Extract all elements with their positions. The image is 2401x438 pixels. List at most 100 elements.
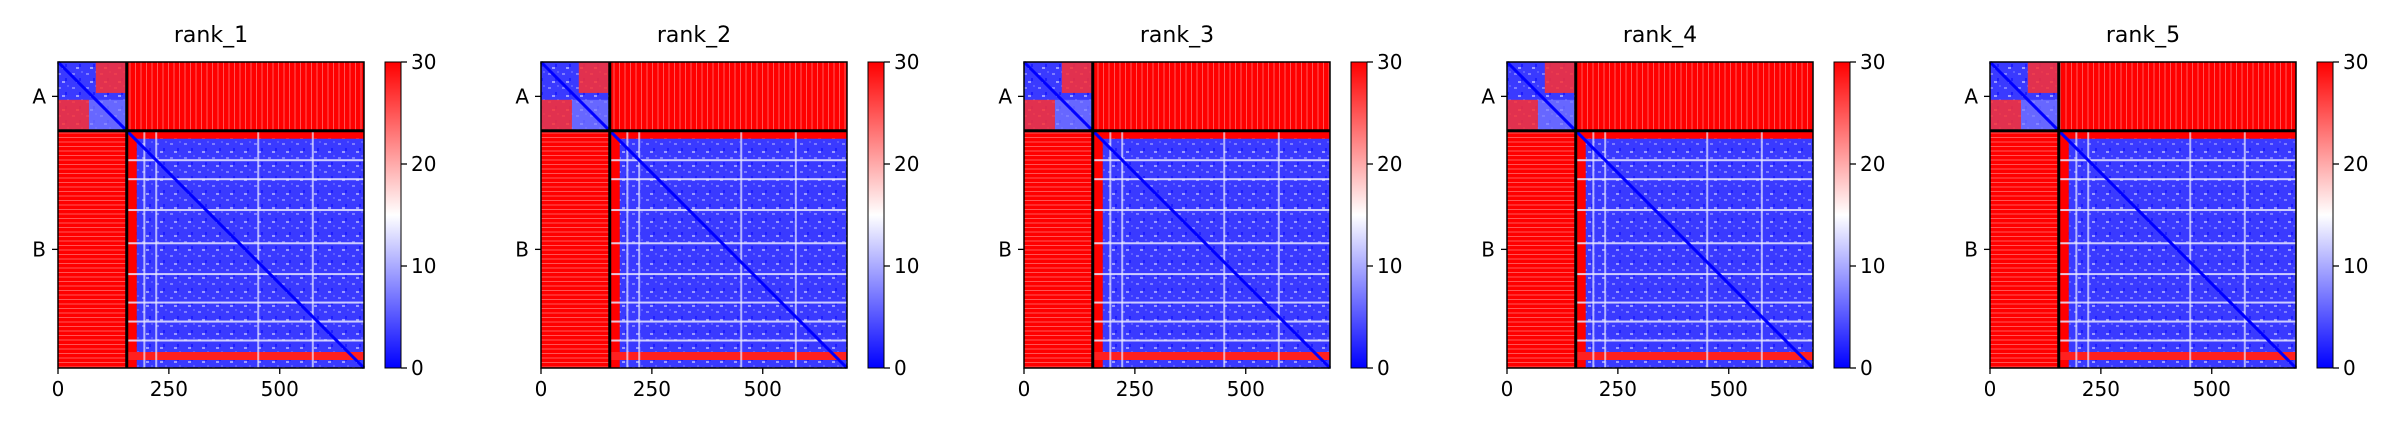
panel-title: rank_4 bbox=[1623, 23, 1697, 48]
bb-vline bbox=[257, 130, 260, 368]
colorbar-tick-label: 0 bbox=[411, 356, 424, 380]
x-tick-label: 250 bbox=[633, 377, 671, 401]
chain-label: A bbox=[1481, 84, 1495, 108]
chain-label: B bbox=[1964, 237, 1978, 261]
x-tick-label: 250 bbox=[1599, 377, 1637, 401]
colorbar-tick-label: 20 bbox=[1860, 152, 1885, 176]
bb-hline bbox=[126, 273, 364, 276]
bb-hline bbox=[126, 178, 364, 181]
bb-hline bbox=[1092, 242, 1330, 245]
bb-red-col bbox=[126, 130, 137, 368]
heatmap bbox=[1022, 60, 1332, 370]
heatmap bbox=[56, 60, 366, 370]
block-a-a-off bbox=[1544, 62, 1576, 93]
x-tick-label: 250 bbox=[2082, 377, 2120, 401]
colorbar-tick-label: 30 bbox=[1860, 50, 1885, 74]
bb-hline bbox=[609, 242, 847, 245]
bb-vline bbox=[2189, 130, 2192, 368]
bb-hline bbox=[2058, 273, 2296, 276]
block-b-a bbox=[1507, 130, 1576, 368]
colorbar bbox=[2316, 61, 2334, 369]
colorbar-tick-label: 30 bbox=[411, 50, 436, 74]
bb-red-row bbox=[126, 130, 364, 139]
bb-hline bbox=[1092, 178, 1330, 181]
bb-vline bbox=[2243, 130, 2246, 368]
x-tick-label: 500 bbox=[261, 377, 299, 401]
block-a-b bbox=[1092, 62, 1330, 131]
bb-hline bbox=[126, 339, 364, 342]
bb-hline bbox=[126, 242, 364, 245]
chain-label: A bbox=[515, 84, 529, 108]
chain-label: A bbox=[32, 84, 46, 108]
colorbar-tick-label: 10 bbox=[2343, 254, 2368, 278]
x-tick-label: 500 bbox=[2193, 377, 2231, 401]
colorbar-tick-label: 0 bbox=[1860, 356, 1873, 380]
pae-panel-5: rank_5 0 250 500 A B 0 10 20 30 bbox=[1964, 23, 2368, 401]
bb-red-row-bottom bbox=[2058, 352, 2296, 360]
bb-hline bbox=[1575, 209, 1813, 212]
x-tick-label: 500 bbox=[1227, 377, 1265, 401]
bb-vline bbox=[740, 130, 743, 368]
colorbar bbox=[1350, 61, 1368, 369]
chain-label: B bbox=[1481, 237, 1495, 261]
bb-vline bbox=[311, 130, 314, 368]
axes-frame bbox=[1989, 61, 2297, 369]
bb-hline bbox=[1092, 273, 1330, 276]
panel-title: rank_2 bbox=[657, 23, 731, 48]
x-tick-label: 500 bbox=[744, 377, 782, 401]
block-a-a-off bbox=[1061, 62, 1093, 93]
bb-hline bbox=[1575, 273, 1813, 276]
bb-hline bbox=[609, 339, 847, 342]
x-tick-label: 500 bbox=[1710, 377, 1748, 401]
bb-vline bbox=[1277, 130, 1280, 368]
bb-hline bbox=[609, 320, 847, 323]
block-a-b bbox=[1575, 62, 1813, 131]
bb-hline bbox=[2058, 242, 2296, 245]
pae-panel-2: rank_2 0 250 500 A B 0 10 20 30 bbox=[515, 23, 919, 401]
colorbar-tick-label: 0 bbox=[894, 356, 907, 380]
bb-red-row-bottom bbox=[1575, 352, 1813, 360]
bb-vline bbox=[794, 130, 797, 368]
block-a-a-off2 bbox=[1990, 99, 2021, 131]
bb-hline bbox=[126, 209, 364, 212]
bb-red-row-bottom bbox=[1092, 352, 1330, 360]
x-tick-label: 250 bbox=[1116, 377, 1154, 401]
bb-hline bbox=[1575, 178, 1813, 181]
block-b-a bbox=[1990, 130, 2059, 368]
block-a-a-off2 bbox=[1507, 99, 1538, 131]
chain-label: B bbox=[998, 237, 1012, 261]
bb-hline bbox=[2058, 320, 2296, 323]
bb-vline bbox=[1760, 130, 1763, 368]
heatmap bbox=[1505, 60, 1815, 370]
bb-red-row-bottom bbox=[126, 352, 364, 360]
bb-vline bbox=[626, 130, 629, 368]
axes-frame bbox=[1506, 61, 1814, 369]
colorbar-tick-label: 10 bbox=[894, 254, 919, 278]
bb-hline bbox=[126, 159, 364, 162]
block-b-a bbox=[1024, 130, 1093, 368]
block-a-a-off bbox=[2027, 62, 2059, 93]
bb-vline bbox=[1109, 130, 1112, 368]
panel-title: rank_3 bbox=[1140, 23, 1214, 48]
x-tick-label: 0 bbox=[535, 377, 548, 401]
bb-hline bbox=[609, 273, 847, 276]
block-b-a bbox=[58, 130, 127, 368]
x-tick-label: 0 bbox=[1984, 377, 1997, 401]
bb-hline bbox=[2058, 339, 2296, 342]
colorbar-tick-label: 0 bbox=[2343, 356, 2356, 380]
diagonal bbox=[56, 60, 366, 370]
bb-hline bbox=[2058, 301, 2296, 304]
bb-red-row bbox=[1575, 130, 1813, 139]
colorbar-tick-label: 30 bbox=[2343, 50, 2368, 74]
colorbar bbox=[867, 61, 885, 369]
bb-hline bbox=[126, 320, 364, 323]
bb-hline bbox=[1092, 301, 1330, 304]
bb-vline bbox=[1223, 130, 1226, 368]
block-a-a-off bbox=[578, 62, 610, 93]
bb-hline bbox=[1092, 320, 1330, 323]
block-a-b bbox=[126, 62, 364, 131]
bb-hline bbox=[1575, 159, 1813, 162]
axes-frame bbox=[540, 61, 848, 369]
diagonal bbox=[1022, 60, 1332, 370]
